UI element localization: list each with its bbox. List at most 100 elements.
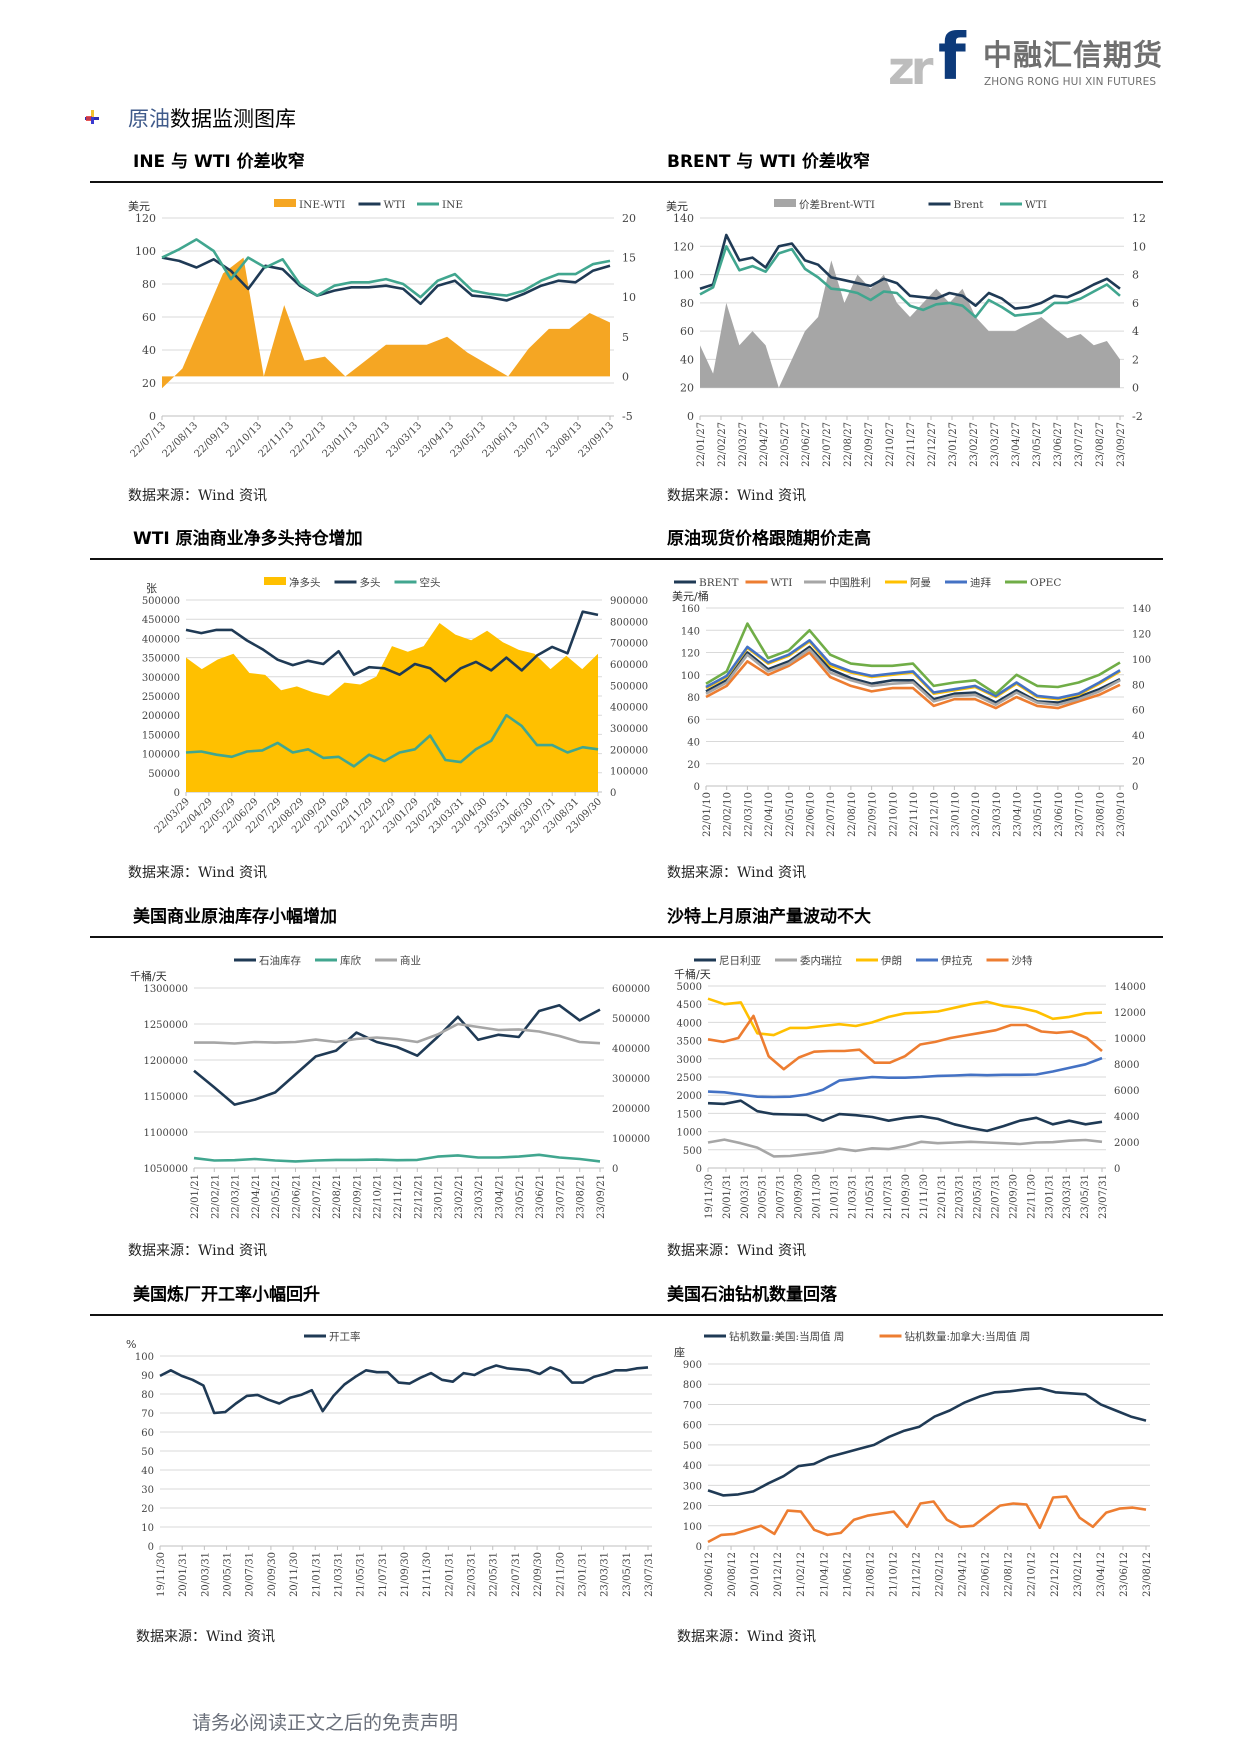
series-line-0 bbox=[705, 645, 1121, 704]
y-tick-label: 700 bbox=[683, 1400, 702, 1411]
y2-tick-label: -2 bbox=[1132, 410, 1143, 423]
y-tick-label: 150000 bbox=[142, 730, 180, 741]
x-tick-label: 22/01/31 bbox=[444, 1552, 455, 1597]
series-line-0 bbox=[193, 1004, 601, 1106]
x-tick-label: 22/06/27 bbox=[801, 422, 812, 467]
legend-item: 沙特 bbox=[986, 955, 1033, 967]
legend-swatch bbox=[274, 199, 296, 207]
y-tick-label: 500000 bbox=[142, 596, 180, 607]
x-tick-label: 21/12/12 bbox=[911, 1552, 922, 1597]
x-tick-label: 23/04/12 bbox=[1096, 1552, 1107, 1597]
legend-label: 中国胜利 bbox=[829, 576, 871, 589]
y-tick-label: 60 bbox=[680, 325, 694, 338]
legend-item: 钻机数量:美国:当周值 周 bbox=[704, 1330, 844, 1343]
legend-label: 钻机数量:美国:当周值 周 bbox=[729, 1330, 844, 1343]
legend-item: 开工率 bbox=[304, 1330, 361, 1343]
y2-tick-label: 12 bbox=[1132, 212, 1146, 225]
x-tick-label: 19/11/30 bbox=[704, 1174, 715, 1219]
y2-tick-label: 0 bbox=[610, 788, 616, 799]
legend-item: 伊朗 bbox=[856, 955, 902, 967]
y-tick-label: 100 bbox=[135, 1352, 154, 1363]
x-tick-label: 21/09/30 bbox=[400, 1552, 411, 1597]
x-tick-label: 23/01/21 bbox=[434, 1174, 445, 1219]
legend-item: 空头 bbox=[394, 576, 441, 589]
y-tick-label: 2500 bbox=[677, 1073, 702, 1084]
data-source-note: 数据来源：Wind 资讯 bbox=[136, 1629, 276, 1645]
series-line-1 bbox=[707, 1138, 1103, 1158]
legend-item: 商业 bbox=[375, 954, 421, 967]
x-tick-label: 22/11/30 bbox=[1026, 1174, 1037, 1219]
x-tick-label: 22/10/27 bbox=[885, 422, 896, 467]
x-tick-label: 20/03/31 bbox=[200, 1552, 211, 1597]
y-tick-label: 200000 bbox=[142, 711, 180, 722]
y2-tick-label: 500000 bbox=[610, 681, 648, 692]
y2-tick-label: 14000 bbox=[1114, 982, 1146, 993]
four-color-cross-bullet-icon bbox=[85, 110, 99, 124]
y-tick-label: 20 bbox=[687, 760, 700, 771]
y2-tick-label: 6000 bbox=[1114, 1086, 1139, 1097]
y-tick-label: 100 bbox=[681, 671, 700, 682]
x-tick-label: 23/06/27 bbox=[1053, 422, 1064, 467]
legend-item: 多头 bbox=[334, 576, 381, 589]
x-tick-label: 22/01/31 bbox=[937, 1174, 948, 1219]
y2-tick-label: 900000 bbox=[610, 596, 648, 607]
y2-tick-label: 20 bbox=[622, 212, 636, 225]
y-tick-label: 200 bbox=[683, 1502, 702, 1513]
legend-label: 委内瑞拉 bbox=[800, 954, 842, 967]
x-tick-label: 21/02/12 bbox=[796, 1552, 807, 1597]
y2-tick-label: 0 bbox=[612, 1164, 618, 1175]
x-tick-label: 21/03/31 bbox=[847, 1174, 858, 1219]
chart-opec-production: 0 500 1000 1500 2000 2500 3000 3500 4000 4500 5000… bbox=[674, 954, 1146, 1219]
x-tick-label: 22/09/30 bbox=[1008, 1174, 1019, 1219]
series-line-4 bbox=[707, 1014, 1103, 1071]
chart-brent-wti-spread: 0 20 40 60 80 100 120 140 -2 0 2 4 6 8 10 12 美元 22/01/27 2… bbox=[666, 198, 1146, 467]
y2-tick-label: 8 bbox=[1132, 269, 1139, 282]
legend-label: 多头 bbox=[360, 576, 381, 589]
x-tick-label: 23/04/10 bbox=[1013, 792, 1024, 837]
logo-mark-zr: zr bbox=[888, 41, 934, 95]
y-tick-label: 10 bbox=[141, 1523, 154, 1534]
heading-highlight: 原油 bbox=[128, 107, 170, 131]
x-tick-label: 23/08/27 bbox=[1095, 422, 1106, 467]
legend-item: BRENT bbox=[674, 577, 738, 589]
x-tick-label: 22/03/31 bbox=[467, 1552, 478, 1597]
x-tick-label: 22/04/12 bbox=[958, 1552, 969, 1597]
x-tick-label: 22/08/12 bbox=[1004, 1552, 1015, 1597]
y-tick-label: 80 bbox=[680, 297, 694, 310]
section-title: 沙特上月原油产量波动不大 bbox=[667, 907, 871, 927]
x-tick-label: 22/03/10 bbox=[743, 792, 754, 837]
data-source-note: 数据来源：Wind 资讯 bbox=[667, 865, 807, 881]
y2-tick-label: 200000 bbox=[610, 745, 648, 756]
y-tick-label: 20 bbox=[680, 382, 694, 395]
y-tick-label: 140 bbox=[681, 626, 700, 637]
x-tick-label: 23/03/10 bbox=[992, 792, 1003, 837]
x-tick-label: 23/07/31 bbox=[644, 1552, 655, 1597]
data-source-note: 数据来源：Wind 资讯 bbox=[128, 1243, 268, 1259]
y-tick-label: 3500 bbox=[677, 1037, 702, 1048]
x-tick-label: 22/04/10 bbox=[764, 792, 775, 837]
x-tick-label: 21/03/31 bbox=[333, 1552, 344, 1597]
y-axis-unit-label: 美元/桶 bbox=[672, 589, 709, 603]
legend-label: 伊朗 bbox=[881, 955, 902, 967]
x-tick-label: 22/08/21 bbox=[332, 1174, 343, 1219]
y-tick-label: 50000 bbox=[148, 769, 180, 780]
y-tick-label: 60 bbox=[141, 1428, 154, 1439]
legend-item: 阿曼 bbox=[885, 577, 931, 589]
y-tick-label: 0 bbox=[696, 1164, 702, 1175]
section-divider bbox=[90, 558, 1163, 560]
x-tick-label: 22/07/31 bbox=[511, 1552, 522, 1597]
x-tick-label: 23/03/31 bbox=[1062, 1174, 1073, 1219]
y-tick-label: 120 bbox=[673, 240, 694, 253]
y-tick-label: 300000 bbox=[142, 673, 180, 684]
y2-tick-label: 12000 bbox=[1114, 1008, 1146, 1019]
series-line-1 bbox=[193, 1153, 601, 1163]
x-tick-label: 23/02/27 bbox=[969, 422, 980, 467]
y2-tick-label: 0 bbox=[622, 370, 629, 383]
logo-english-name: ZHONG RONG HUI XIN FUTURES bbox=[984, 76, 1157, 88]
y-tick-label: 300 bbox=[683, 1481, 702, 1492]
x-tick-label: 22/06/10 bbox=[806, 792, 817, 837]
section-title: 美国石油钻机数量回落 bbox=[667, 1285, 837, 1305]
y-tick-label: 1150000 bbox=[143, 1092, 188, 1103]
x-tick-label: 23/07/27 bbox=[1074, 422, 1085, 467]
